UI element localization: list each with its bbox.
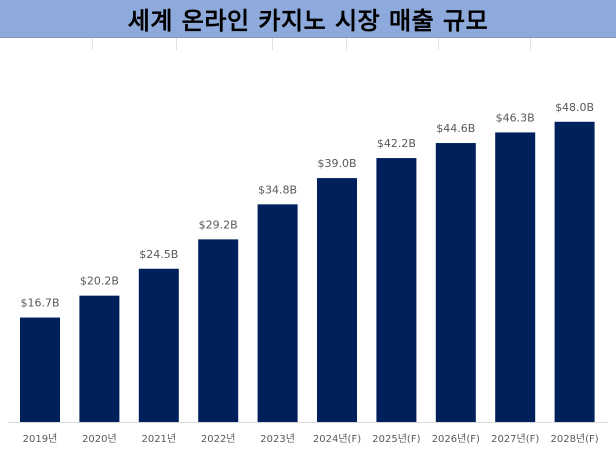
x-tick-label: 2024년(F) [313,433,361,445]
spreadsheet-grid-strip [0,38,616,50]
chart-title: 세계 온라인 카지노 시장 매출 규모 [127,7,489,35]
bar [317,178,357,422]
x-tick-label: 2021년 [141,433,176,445]
grid-line [272,38,273,50]
x-tick-label: 2025년(F) [372,433,420,445]
x-tick-label: 2028년(F) [550,433,598,445]
x-tick-label: 2019년 [23,433,58,445]
x-tick-label: 2020년 [82,433,117,445]
bar-value-label: $46.3B [496,111,535,124]
bar [138,268,179,422]
bar [435,143,476,422]
bar-value-label: $24.5B [139,248,178,261]
bar [20,317,60,422]
bar [554,121,595,423]
grid-line [346,38,347,50]
x-tick-label: 2023년 [260,433,295,445]
bar-value-label: $16.7B [20,297,59,310]
bar [198,239,239,422]
bar [79,295,120,422]
x-tick-label: 2026년(F) [432,433,480,445]
bar-value-label: $42.2B [377,137,416,150]
bar [495,132,536,422]
bar-value-label: $34.8B [258,183,297,196]
grid-line [176,38,177,50]
x-tick-label: 2027년(F) [491,433,539,445]
bar-value-label: $44.6B [436,122,475,135]
x-tick-label: 2022년 [201,433,236,445]
bar-chart-svg: $16.7B 2019년 $20.2B 2020년 $24.5B 2021년 $29.2B 2… [8,101,608,445]
bar-value-label: $48.0B [555,101,594,114]
bar-value-label: $29.2B [199,218,238,231]
bar [376,158,417,423]
bar [257,204,298,422]
grid-line [530,38,531,50]
chart-title-bar: 세계 온라인 카지노 시장 매출 규모 [0,0,616,38]
bar-value-label: $20.2B [80,275,119,288]
bar-value-label: $39.0B [317,157,356,170]
grid-line [92,38,93,50]
bar-chart: $16.7B 2019년 $20.2B 2020년 $24.5B 2021년 $29.2B 2… [0,50,616,458]
grid-line [438,38,439,50]
